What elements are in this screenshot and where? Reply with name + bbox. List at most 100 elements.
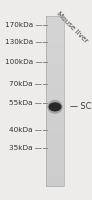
Bar — [46, 152, 64, 154]
Bar — [46, 128, 64, 130]
Bar — [46, 62, 64, 64]
Bar — [46, 33, 64, 35]
Text: — SCP2: — SCP2 — [70, 102, 92, 111]
Bar — [46, 120, 64, 122]
Bar — [46, 185, 64, 187]
Bar — [46, 161, 64, 163]
Bar — [46, 79, 64, 81]
Bar — [46, 135, 64, 137]
Bar — [46, 89, 64, 91]
Bar — [46, 21, 64, 23]
Text: 170kDa —: 170kDa — — [5, 22, 42, 28]
Bar — [46, 179, 64, 182]
Bar — [46, 145, 64, 147]
Bar — [46, 17, 64, 20]
Bar — [46, 34, 64, 37]
Bar — [46, 181, 64, 183]
Bar — [46, 183, 64, 185]
Bar — [46, 111, 64, 113]
Bar — [46, 156, 64, 158]
Bar — [46, 96, 64, 98]
Bar — [46, 55, 64, 57]
Bar — [46, 26, 64, 28]
Bar — [46, 29, 64, 31]
Bar — [46, 133, 64, 135]
Bar — [46, 103, 64, 105]
Bar — [46, 45, 64, 47]
Bar — [46, 142, 64, 144]
Text: 35kDa —: 35kDa — — [9, 145, 42, 151]
Bar — [46, 106, 64, 108]
Text: Mouse liver: Mouse liver — [55, 10, 89, 44]
Bar — [46, 40, 64, 42]
Bar — [46, 86, 64, 88]
Bar — [46, 127, 64, 129]
Bar — [46, 169, 64, 171]
Bar — [46, 164, 64, 166]
Bar — [46, 41, 64, 43]
Text: 70kDa —: 70kDa — — [9, 81, 42, 87]
Bar — [46, 24, 64, 26]
Bar — [46, 159, 64, 161]
Bar — [46, 52, 64, 54]
Bar — [46, 91, 64, 93]
Bar — [46, 118, 64, 120]
Bar — [46, 178, 64, 180]
Text: 100kDa —: 100kDa — — [5, 59, 42, 65]
Bar — [46, 132, 64, 134]
Bar — [46, 115, 64, 117]
Bar — [46, 94, 64, 96]
Bar — [46, 43, 64, 45]
Bar — [46, 113, 64, 115]
Bar — [46, 110, 64, 112]
Bar — [46, 149, 64, 151]
Bar — [46, 36, 64, 38]
Bar — [46, 144, 64, 146]
Bar — [46, 92, 64, 95]
Bar — [46, 74, 64, 76]
Bar — [46, 38, 64, 40]
Bar — [46, 84, 64, 86]
Bar — [46, 70, 64, 72]
Bar — [46, 167, 64, 170]
Bar — [46, 16, 64, 18]
Bar — [46, 69, 64, 71]
Bar — [46, 87, 64, 89]
Bar — [46, 98, 64, 100]
Bar — [46, 72, 64, 74]
Bar — [46, 162, 64, 164]
Bar — [46, 176, 64, 178]
Bar — [46, 125, 64, 127]
Bar — [46, 46, 64, 49]
Bar — [46, 174, 64, 176]
Bar — [46, 48, 64, 50]
Bar — [46, 157, 64, 159]
Bar — [46, 81, 64, 83]
Bar — [46, 50, 64, 52]
Bar — [46, 63, 64, 66]
Bar — [46, 116, 64, 118]
Bar — [46, 23, 64, 25]
Bar — [46, 82, 64, 84]
Bar — [46, 60, 64, 62]
Text: 130kDa —: 130kDa — — [5, 39, 42, 45]
Bar — [46, 77, 64, 79]
Bar — [46, 67, 64, 69]
Ellipse shape — [48, 102, 62, 111]
Bar — [46, 75, 64, 77]
Bar — [46, 138, 64, 141]
Bar — [46, 123, 64, 125]
Bar — [46, 150, 64, 153]
Bar — [46, 121, 64, 124]
Bar — [46, 171, 64, 173]
Bar — [46, 147, 64, 149]
Bar — [46, 28, 64, 30]
Bar — [46, 99, 64, 101]
Bar — [46, 137, 64, 139]
Bar — [46, 16, 64, 186]
Bar — [46, 130, 64, 132]
Text: 40kDa —: 40kDa — — [9, 127, 42, 133]
Bar — [46, 108, 64, 110]
Bar — [46, 58, 64, 60]
Bar — [46, 101, 64, 103]
